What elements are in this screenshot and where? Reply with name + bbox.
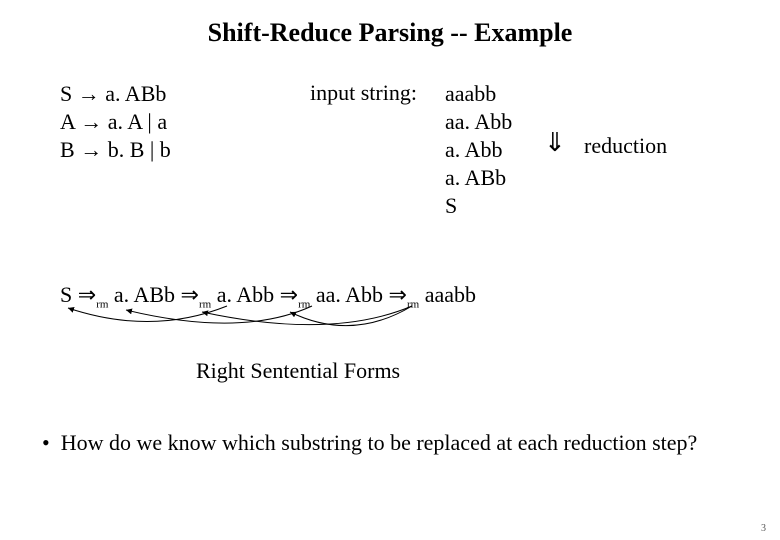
production-arrow: → — [80, 109, 108, 134]
slide-title: Shift-Reduce Parsing -- Example — [0, 18, 780, 48]
reduction-label: reduction — [584, 133, 667, 159]
grammar-2-rhs: a. A | a — [108, 109, 167, 134]
grammar-1-rhs: a. ABb — [105, 81, 166, 106]
page-number: 3 — [761, 523, 766, 534]
bracket-arrows — [52, 300, 472, 346]
bullet-question: • How do we know which substring to be r… — [42, 430, 742, 456]
reduction-arrow-icon: ⇓ — [544, 128, 566, 158]
bullet-text: How do we know which substring to be rep… — [61, 430, 698, 455]
deriv-step-4: a. ABb — [445, 164, 512, 192]
grammar-block: S → a. ABb A → a. A | a B → b. B | b — [60, 80, 171, 164]
production-arrow: → — [80, 137, 108, 162]
deriv-step-2: aa. Abb — [445, 108, 512, 136]
grammar-1-lhs: S — [60, 81, 72, 106]
deriv-step-3: a. Abb — [445, 136, 512, 164]
production-arrow: → — [78, 81, 106, 106]
input-string-label: input string: — [310, 80, 417, 106]
grammar-rule-1: S → a. ABb — [60, 80, 171, 108]
right-sentential-forms-label: Right Sentential Forms — [196, 358, 400, 384]
grammar-rule-3: B → b. B | b — [60, 136, 171, 164]
deriv-step-5: S — [445, 192, 512, 220]
derivation-column: aaabb aa. Abb a. Abb a. ABb S — [445, 80, 512, 220]
grammar-rule-2: A → a. A | a — [60, 108, 171, 136]
grammar-3-lhs: B — [60, 137, 75, 162]
deriv-step-1: aaabb — [445, 80, 512, 108]
grammar-2-lhs: A — [60, 109, 75, 134]
grammar-3-rhs: b. B | b — [108, 137, 171, 162]
bullet-marker: • — [42, 430, 61, 455]
